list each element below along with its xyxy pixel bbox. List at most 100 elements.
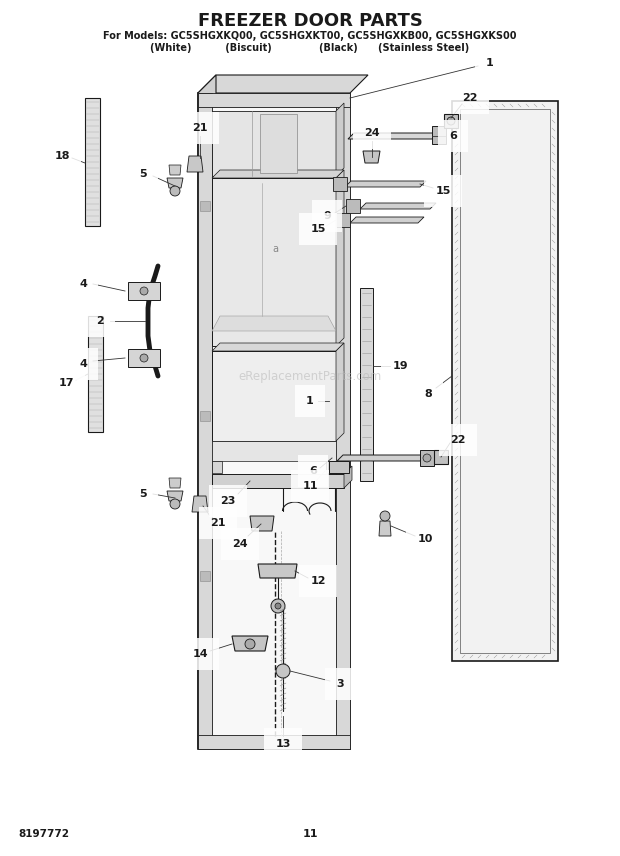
Circle shape xyxy=(276,664,290,678)
Text: 15: 15 xyxy=(435,186,451,196)
Polygon shape xyxy=(360,288,373,481)
Text: a: a xyxy=(272,244,278,254)
Text: 22: 22 xyxy=(463,93,478,103)
Text: 19: 19 xyxy=(392,361,408,371)
Polygon shape xyxy=(326,461,336,473)
Polygon shape xyxy=(333,177,347,191)
Text: 2: 2 xyxy=(96,316,104,326)
Polygon shape xyxy=(198,75,216,749)
Polygon shape xyxy=(212,351,336,441)
Polygon shape xyxy=(432,126,446,144)
Polygon shape xyxy=(336,213,350,227)
Polygon shape xyxy=(344,466,352,488)
Text: eReplacementParts.com: eReplacementParts.com xyxy=(238,370,382,383)
Text: 8: 8 xyxy=(424,389,432,399)
Polygon shape xyxy=(167,178,183,188)
Polygon shape xyxy=(85,98,100,226)
Polygon shape xyxy=(198,735,350,749)
Polygon shape xyxy=(198,93,350,107)
Polygon shape xyxy=(198,93,212,749)
Text: 13: 13 xyxy=(275,739,291,749)
Polygon shape xyxy=(329,461,349,473)
Polygon shape xyxy=(258,564,297,578)
Text: 5: 5 xyxy=(139,169,147,179)
Polygon shape xyxy=(200,571,210,581)
Circle shape xyxy=(271,599,285,613)
Polygon shape xyxy=(452,101,558,661)
Polygon shape xyxy=(420,450,434,466)
Polygon shape xyxy=(88,316,103,432)
Polygon shape xyxy=(336,343,344,441)
Polygon shape xyxy=(212,111,336,176)
Text: 6: 6 xyxy=(449,131,457,141)
Polygon shape xyxy=(434,450,448,464)
Circle shape xyxy=(380,511,390,521)
Text: 24: 24 xyxy=(364,128,380,138)
Text: 6: 6 xyxy=(309,466,317,476)
Polygon shape xyxy=(128,282,160,300)
Polygon shape xyxy=(169,165,181,175)
Text: 22: 22 xyxy=(450,435,466,445)
Text: 11: 11 xyxy=(303,481,317,491)
Polygon shape xyxy=(444,114,458,128)
Text: 1: 1 xyxy=(486,58,494,68)
Polygon shape xyxy=(187,156,203,172)
Circle shape xyxy=(275,603,281,609)
Text: 14: 14 xyxy=(192,649,208,659)
Circle shape xyxy=(140,354,148,362)
Text: 11: 11 xyxy=(303,829,317,839)
Polygon shape xyxy=(348,133,438,139)
Polygon shape xyxy=(169,478,181,488)
Text: 4: 4 xyxy=(79,359,87,369)
Text: For Models: GC5SHGXKQ00, GC5SHGXKT00, GC5SHGXKB00, GC5SHGXKS00: For Models: GC5SHGXKQ00, GC5SHGXKT00, GC… xyxy=(104,31,516,41)
Polygon shape xyxy=(336,170,344,346)
Polygon shape xyxy=(167,491,183,501)
Polygon shape xyxy=(346,199,360,213)
Polygon shape xyxy=(337,455,426,461)
Polygon shape xyxy=(212,316,336,331)
Polygon shape xyxy=(212,343,344,351)
Text: 4: 4 xyxy=(79,279,87,289)
Polygon shape xyxy=(192,496,208,512)
Polygon shape xyxy=(363,151,380,163)
Polygon shape xyxy=(200,411,210,421)
Text: 3: 3 xyxy=(336,679,344,689)
Text: 8197772: 8197772 xyxy=(18,829,69,839)
Polygon shape xyxy=(350,217,424,223)
Polygon shape xyxy=(212,441,336,461)
Polygon shape xyxy=(260,114,297,173)
Circle shape xyxy=(170,499,180,509)
Text: 9: 9 xyxy=(323,211,331,221)
Polygon shape xyxy=(336,103,344,176)
Polygon shape xyxy=(212,461,222,473)
Text: FREEZER DOOR PARTS: FREEZER DOOR PARTS xyxy=(198,12,422,30)
Text: 23: 23 xyxy=(220,496,236,506)
Polygon shape xyxy=(212,107,336,735)
Text: 12: 12 xyxy=(310,576,326,586)
Polygon shape xyxy=(232,636,268,651)
Text: 15: 15 xyxy=(311,224,326,234)
Circle shape xyxy=(423,454,431,462)
Polygon shape xyxy=(360,203,436,209)
Polygon shape xyxy=(250,516,274,531)
Text: 10: 10 xyxy=(417,534,433,544)
Text: (White)          (Biscuit)              (Black)      (Stainless Steel): (White) (Biscuit) (Black) (Stainless Ste… xyxy=(151,43,469,53)
Circle shape xyxy=(245,639,255,649)
Polygon shape xyxy=(128,349,160,367)
Polygon shape xyxy=(198,93,350,749)
Polygon shape xyxy=(212,474,344,488)
Polygon shape xyxy=(212,170,344,178)
Text: 17: 17 xyxy=(58,378,74,388)
Circle shape xyxy=(140,287,148,295)
Text: 1: 1 xyxy=(306,396,314,406)
Circle shape xyxy=(447,117,455,125)
Circle shape xyxy=(170,186,180,196)
Text: 24: 24 xyxy=(232,539,248,549)
Text: 21: 21 xyxy=(210,518,226,528)
Polygon shape xyxy=(379,521,391,536)
Polygon shape xyxy=(336,93,350,749)
Text: 18: 18 xyxy=(55,151,69,161)
Polygon shape xyxy=(212,178,336,346)
Polygon shape xyxy=(200,201,210,211)
Text: 21: 21 xyxy=(192,123,208,133)
